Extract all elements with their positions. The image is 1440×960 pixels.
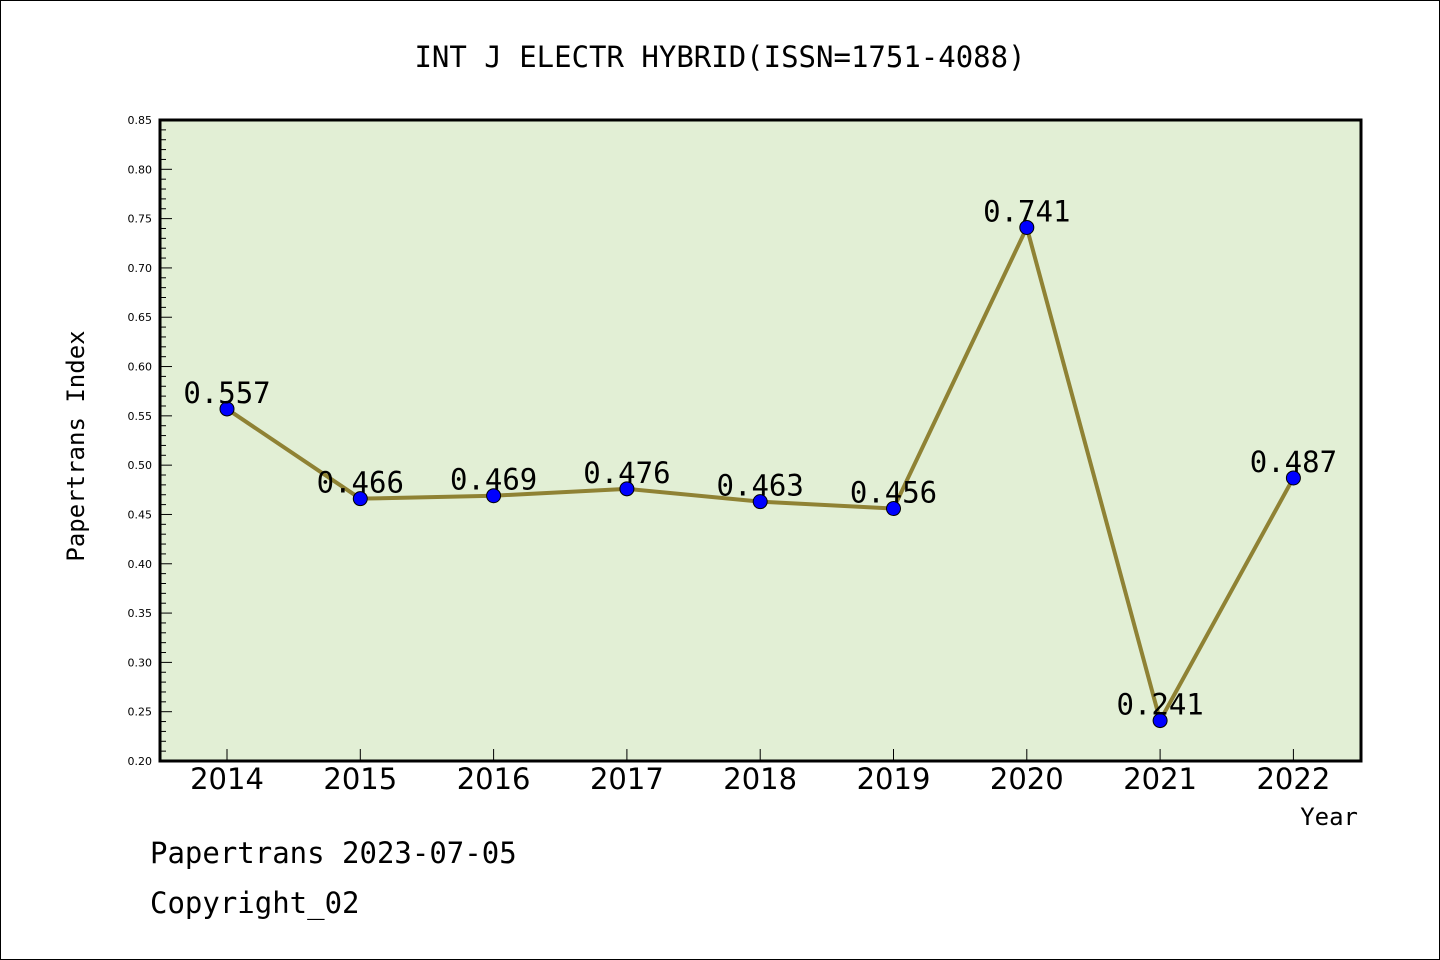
x-tick-label: 2017 (590, 762, 664, 796)
y-tick-label: 0.45 (128, 508, 153, 521)
data-label: 0.741 (983, 194, 1070, 228)
x-tick-label: 2019 (857, 762, 931, 796)
x-tick-label: 2015 (323, 762, 397, 796)
data-label: 0.241 (1116, 688, 1203, 722)
y-axis: 0.20 0.25 0.30 0.35 0.40 0.45 0.50 0.55 0.60 0.65… (128, 114, 172, 768)
data-label: 0.469 (450, 463, 537, 497)
data-label: 0.456 (850, 476, 937, 510)
data-label: 0.463 (717, 469, 804, 503)
data-label: 0.487 (1250, 445, 1337, 479)
data-point (1152, 713, 1168, 729)
y-tick-label: 0.70 (128, 262, 153, 275)
data-point (1019, 219, 1035, 235)
data-point (219, 401, 235, 417)
data-point (352, 491, 368, 507)
data-labels: 0.557 0.466 0.469 0.476 0.463 0.456 0.741 0.241… (183, 194, 1337, 721)
y-tick-label: 0.85 (128, 114, 153, 127)
data-point (619, 481, 635, 497)
x-tick-label: 2022 (1256, 762, 1330, 796)
data-point (1285, 470, 1301, 486)
data-label: 0.476 (583, 456, 670, 490)
x-tick-label: 2014 (190, 762, 264, 796)
y-tick-label: 0.75 (128, 213, 153, 226)
x-tick-label: 2020 (990, 762, 1064, 796)
y-tick-label: 0.25 (128, 706, 153, 719)
x-tick-label: 2021 (1123, 762, 1197, 796)
x-axis-title: Year (1300, 803, 1358, 831)
y-tick-label: 0.20 (128, 755, 153, 768)
data-point (752, 494, 768, 510)
y-tick-label: 0.60 (128, 361, 153, 374)
data-points (219, 219, 1301, 729)
x-tick-label: 2018 (723, 762, 797, 796)
plot-area (158, 118, 1363, 763)
y-tick-label: 0.30 (128, 656, 153, 669)
data-label: 0.557 (183, 376, 270, 410)
y-axis-title: Papertrans Index (62, 330, 90, 561)
y-tick-label: 0.55 (128, 410, 153, 423)
data-point (886, 501, 901, 517)
footer-copyright-text: Copyright_02 (150, 886, 360, 920)
x-tick-label: 2016 (457, 762, 531, 796)
data-label: 0.466 (317, 466, 404, 500)
y-tick-label: 0.35 (128, 607, 153, 620)
y-tick-label: 0.50 (128, 459, 153, 472)
y-tick-label: 0.80 (128, 163, 153, 176)
footer-date-text: Papertrans 2023-07-05 (150, 836, 517, 870)
y-tick-label: 0.65 (128, 311, 153, 324)
x-axis: 2014 2015 2016 2017 2018 2019 2020 2021 2022 (190, 749, 1330, 796)
chart-title: INT J ELECTR HYBRID(ISSN=1751-4088) (414, 40, 1025, 74)
y-tick-label: 0.40 (128, 558, 153, 571)
data-point (486, 488, 502, 504)
